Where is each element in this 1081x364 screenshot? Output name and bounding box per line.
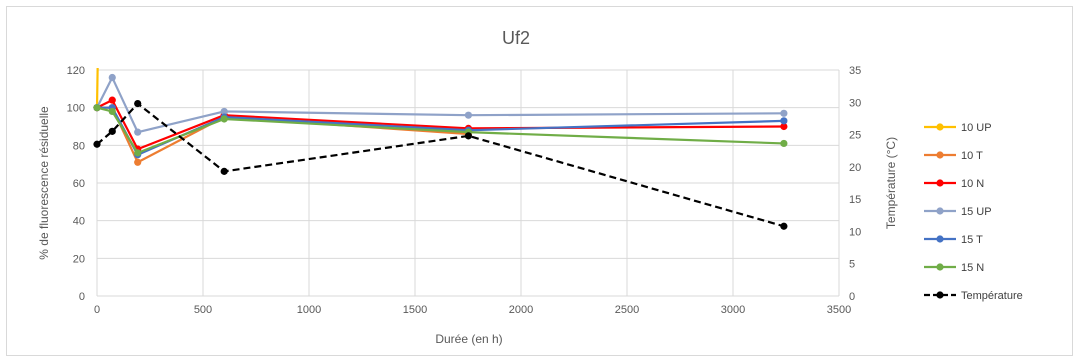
data-point [134,158,142,166]
y2-tick-label: 5 [849,259,855,271]
legend-swatch-marker [936,291,944,299]
legend-swatch-marker [936,179,944,187]
series-15-n [93,104,788,157]
x-tick-label: 1000 [297,304,321,316]
y-axis-title: % de fluorescence résiduelle [37,106,51,260]
legend-label: 10 N [961,178,984,190]
series-line [95,68,99,108]
series-line [96,102,785,228]
y2-axis-title: Température (°C) [884,137,898,229]
legend-label: 10 UP [961,122,992,134]
legend-item: 10 T [924,150,983,162]
data-point [220,107,228,116]
x-tick-label: 2500 [615,304,639,316]
y2-tick-label: 30 [849,97,861,109]
series-line [96,76,784,134]
data-point [134,149,142,157]
x-tick-label: 1500 [403,304,427,316]
y2-tick-label: 20 [849,162,861,174]
data-point [464,132,473,140]
data-point [134,99,142,108]
data-point [108,127,116,135]
y2-tick-label: 25 [849,130,861,142]
y-tick-label: 0 [79,291,85,303]
data-point [780,139,788,148]
legend-item: 10 UP [924,122,992,134]
legend-label: 15 T [961,234,983,246]
data-point [94,38,101,45]
legend-swatch-marker [936,207,944,215]
data-point [220,167,228,175]
data-point [780,122,788,131]
legend-swatch-marker [936,235,944,243]
data-point [220,115,228,123]
y-tick-label: 60 [73,178,85,190]
y-tick-label: 100 [67,103,85,115]
data-point [108,73,116,82]
y2-tick-label: 10 [849,226,861,238]
series-température [93,99,788,230]
legend-item: Température [924,290,1023,302]
legend: 10 UP 10 T 10 N 15 UP 15 T 15 N Température [924,122,1023,302]
legend-label: Température [961,290,1023,302]
y2-tick-label: 35 [849,65,861,77]
x-tick-label: 3000 [721,304,745,316]
y2-tick-label: 0 [849,291,855,303]
grid [96,69,840,297]
data-point [780,222,788,230]
chart-title: Uf2 [502,28,530,48]
y-tick-label: 20 [73,253,85,265]
data-point [93,104,101,112]
data-point [780,117,788,125]
x-tick-label: 3500 [827,304,851,316]
legend-label: 10 T [961,150,983,162]
x-tick-label: 500 [194,304,212,316]
legend-swatch-marker [936,263,944,271]
legend-item: 15 UP [924,206,992,218]
y-tick-label: 120 [67,65,85,77]
y-tick-label: 40 [73,216,85,228]
legend-swatch-marker [936,151,944,159]
data-point [108,96,116,104]
legend-item: 15 T [924,234,983,246]
x-tick-label: 2000 [509,304,533,316]
tick-labels: 0 20 40 60 80 100 120 0 5 10 15 20 25 30 35 0 500 1000 150… [67,65,862,316]
chart-frame: Uf2 0 20 40 60 80 100 120 0 5 10 15 20 25 30 35 0 500 100… [6,6,1073,356]
y2-tick-label: 15 [849,194,861,206]
data-point [108,107,116,116]
x-tick-label: 0 [94,304,100,316]
legend-label: 15 UP [961,206,992,218]
data-point [134,128,142,136]
data-point [93,140,101,148]
legend-item: 15 N [924,262,984,274]
legend-swatch-marker [936,123,944,131]
y-tick-label: 80 [73,140,85,152]
data-point [780,109,788,117]
data-point [464,111,473,119]
legend-item: 10 N [924,178,984,190]
legend-label: 15 N [961,262,984,274]
x-axis-title: Durée (en h) [435,332,502,346]
series-layer [93,38,788,230]
line-chart: Uf2 0 20 40 60 80 100 120 0 5 10 15 20 25 30 35 0 500 100… [37,28,1023,346]
